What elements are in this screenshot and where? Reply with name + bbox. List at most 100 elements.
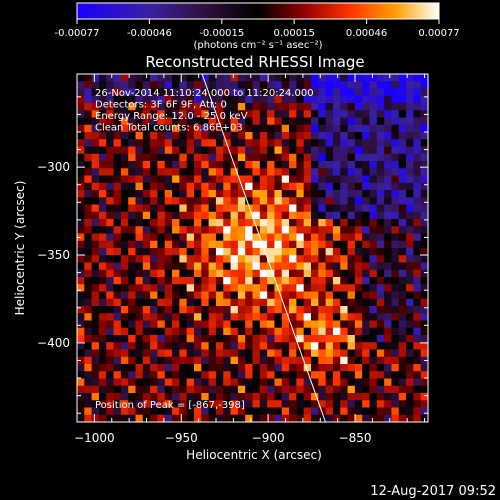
heatmap-cell [128, 117, 136, 126]
heatmap-cell [128, 414, 136, 422]
heatmap-cell [354, 342, 363, 350]
heatmap-cell [194, 146, 202, 155]
heatmap-cell [259, 407, 268, 416]
heatmap-cell [128, 233, 136, 242]
heatmap-cell [376, 378, 385, 387]
heatmap-cell [325, 124, 334, 133]
heatmap-cell [289, 153, 297, 162]
heatmap-cell [420, 117, 428, 126]
heatmap-cell [369, 327, 378, 336]
heatmap-cell [303, 313, 312, 321]
heatmap-cell [332, 233, 341, 242]
heatmap-cell [164, 378, 173, 387]
heatmap-cell [311, 385, 319, 394]
heatmap-cell [223, 400, 231, 408]
heatmap-cell [281, 110, 290, 118]
heatmap-cell [194, 175, 202, 184]
heatmap-cell [289, 262, 297, 271]
heatmap-cell [311, 139, 319, 147]
heatmap-cell [332, 211, 341, 220]
heatmap-cell [311, 110, 319, 118]
heatmap-cell [369, 356, 378, 365]
heatmap-cell [113, 204, 122, 213]
heatmap-cell [274, 103, 283, 111]
heatmap-cell [303, 364, 312, 372]
heatmap-cell [172, 327, 180, 336]
heatmap-cell [135, 385, 144, 394]
heatmap-cell [179, 407, 188, 416]
heatmap-cell [164, 335, 173, 343]
heatmap-cell [325, 393, 334, 401]
heatmap-cell [420, 393, 428, 401]
heatmap-cell [369, 153, 378, 162]
heatmap-cell [245, 393, 253, 401]
heatmap-cell [113, 81, 122, 89]
heatmap-cell [376, 175, 385, 184]
heatmap-cell [201, 190, 210, 198]
heatmap-cell [384, 269, 392, 278]
heatmap-cell [128, 335, 136, 343]
heatmap-cell [237, 291, 246, 300]
heatmap-cell [164, 182, 173, 191]
heatmap-cell [237, 298, 246, 307]
heatmap-cell [311, 364, 319, 372]
heatmap-cell [296, 117, 305, 126]
heatmap-cell [252, 407, 261, 416]
heatmap-cell [215, 313, 224, 321]
heatmap-cell [325, 182, 334, 191]
heatmap-cell [215, 103, 224, 111]
heatmap-cell [142, 103, 151, 111]
heatmap-cell [223, 240, 231, 249]
heatmap-cell [325, 146, 334, 155]
heatmap-cell [354, 132, 363, 140]
heatmap-cell [77, 146, 85, 155]
heatmap-cell [106, 414, 114, 422]
heatmap-cell [303, 211, 312, 220]
heatmap-cell [142, 240, 151, 249]
heatmap-cell [135, 284, 144, 292]
heatmap-cell [289, 110, 297, 118]
heatmap-cell [157, 219, 166, 227]
heatmap-cell [296, 204, 305, 213]
heatmap-cell [289, 255, 297, 263]
heatmap-cell [347, 161, 356, 169]
heatmap-cell [179, 110, 188, 118]
heatmap-cell [237, 161, 246, 169]
heatmap-cell [245, 255, 253, 263]
heatmap-cell [237, 103, 246, 111]
heatmap-cell [215, 161, 224, 169]
heatmap-cell [318, 269, 327, 278]
heatmap-cell [347, 88, 356, 97]
heatmap-cell [267, 335, 275, 343]
heatmap-cell [150, 349, 158, 358]
heatmap-cell [398, 407, 407, 416]
heatmap-cell [135, 240, 144, 249]
heatmap-cell [259, 175, 268, 184]
heatmap-cell [318, 161, 327, 169]
heatmap-cell [340, 248, 348, 256]
heatmap-cell [318, 110, 327, 118]
heatmap-cell [376, 277, 385, 285]
heatmap-cell [150, 269, 158, 278]
heatmap-cell [420, 161, 428, 169]
heatmap-cell [113, 414, 122, 422]
heatmap-cell [340, 139, 348, 147]
heatmap-cell [194, 385, 202, 394]
colorbar-tick-label: 0.00046 [346, 28, 387, 39]
heatmap-cell [150, 284, 158, 292]
heatmap-cell [120, 378, 129, 387]
heatmap-cell [384, 74, 392, 82]
heatmap-cell [142, 204, 151, 213]
heatmap-cell [164, 400, 173, 408]
heatmap-cell [406, 197, 414, 205]
heatmap-cell [135, 320, 144, 329]
heatmap-cell [215, 364, 224, 372]
heatmap-cell [135, 153, 144, 162]
heatmap-cell [172, 291, 180, 300]
heatmap-cell [281, 219, 290, 227]
heatmap-cell [128, 277, 136, 285]
heatmap-cell [157, 204, 166, 213]
heatmap-cell [406, 139, 414, 147]
heatmap-cell [406, 349, 414, 358]
heatmap-cell [384, 262, 392, 271]
